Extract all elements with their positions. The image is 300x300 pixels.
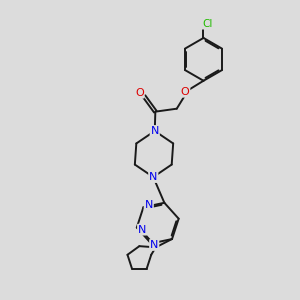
Text: N: N [149,172,158,182]
Text: Cl: Cl [202,19,212,29]
Text: N: N [150,240,158,250]
Text: N: N [145,200,153,210]
Text: O: O [181,87,189,97]
Text: N: N [138,225,146,235]
Text: N: N [151,126,159,136]
Text: O: O [135,88,144,98]
